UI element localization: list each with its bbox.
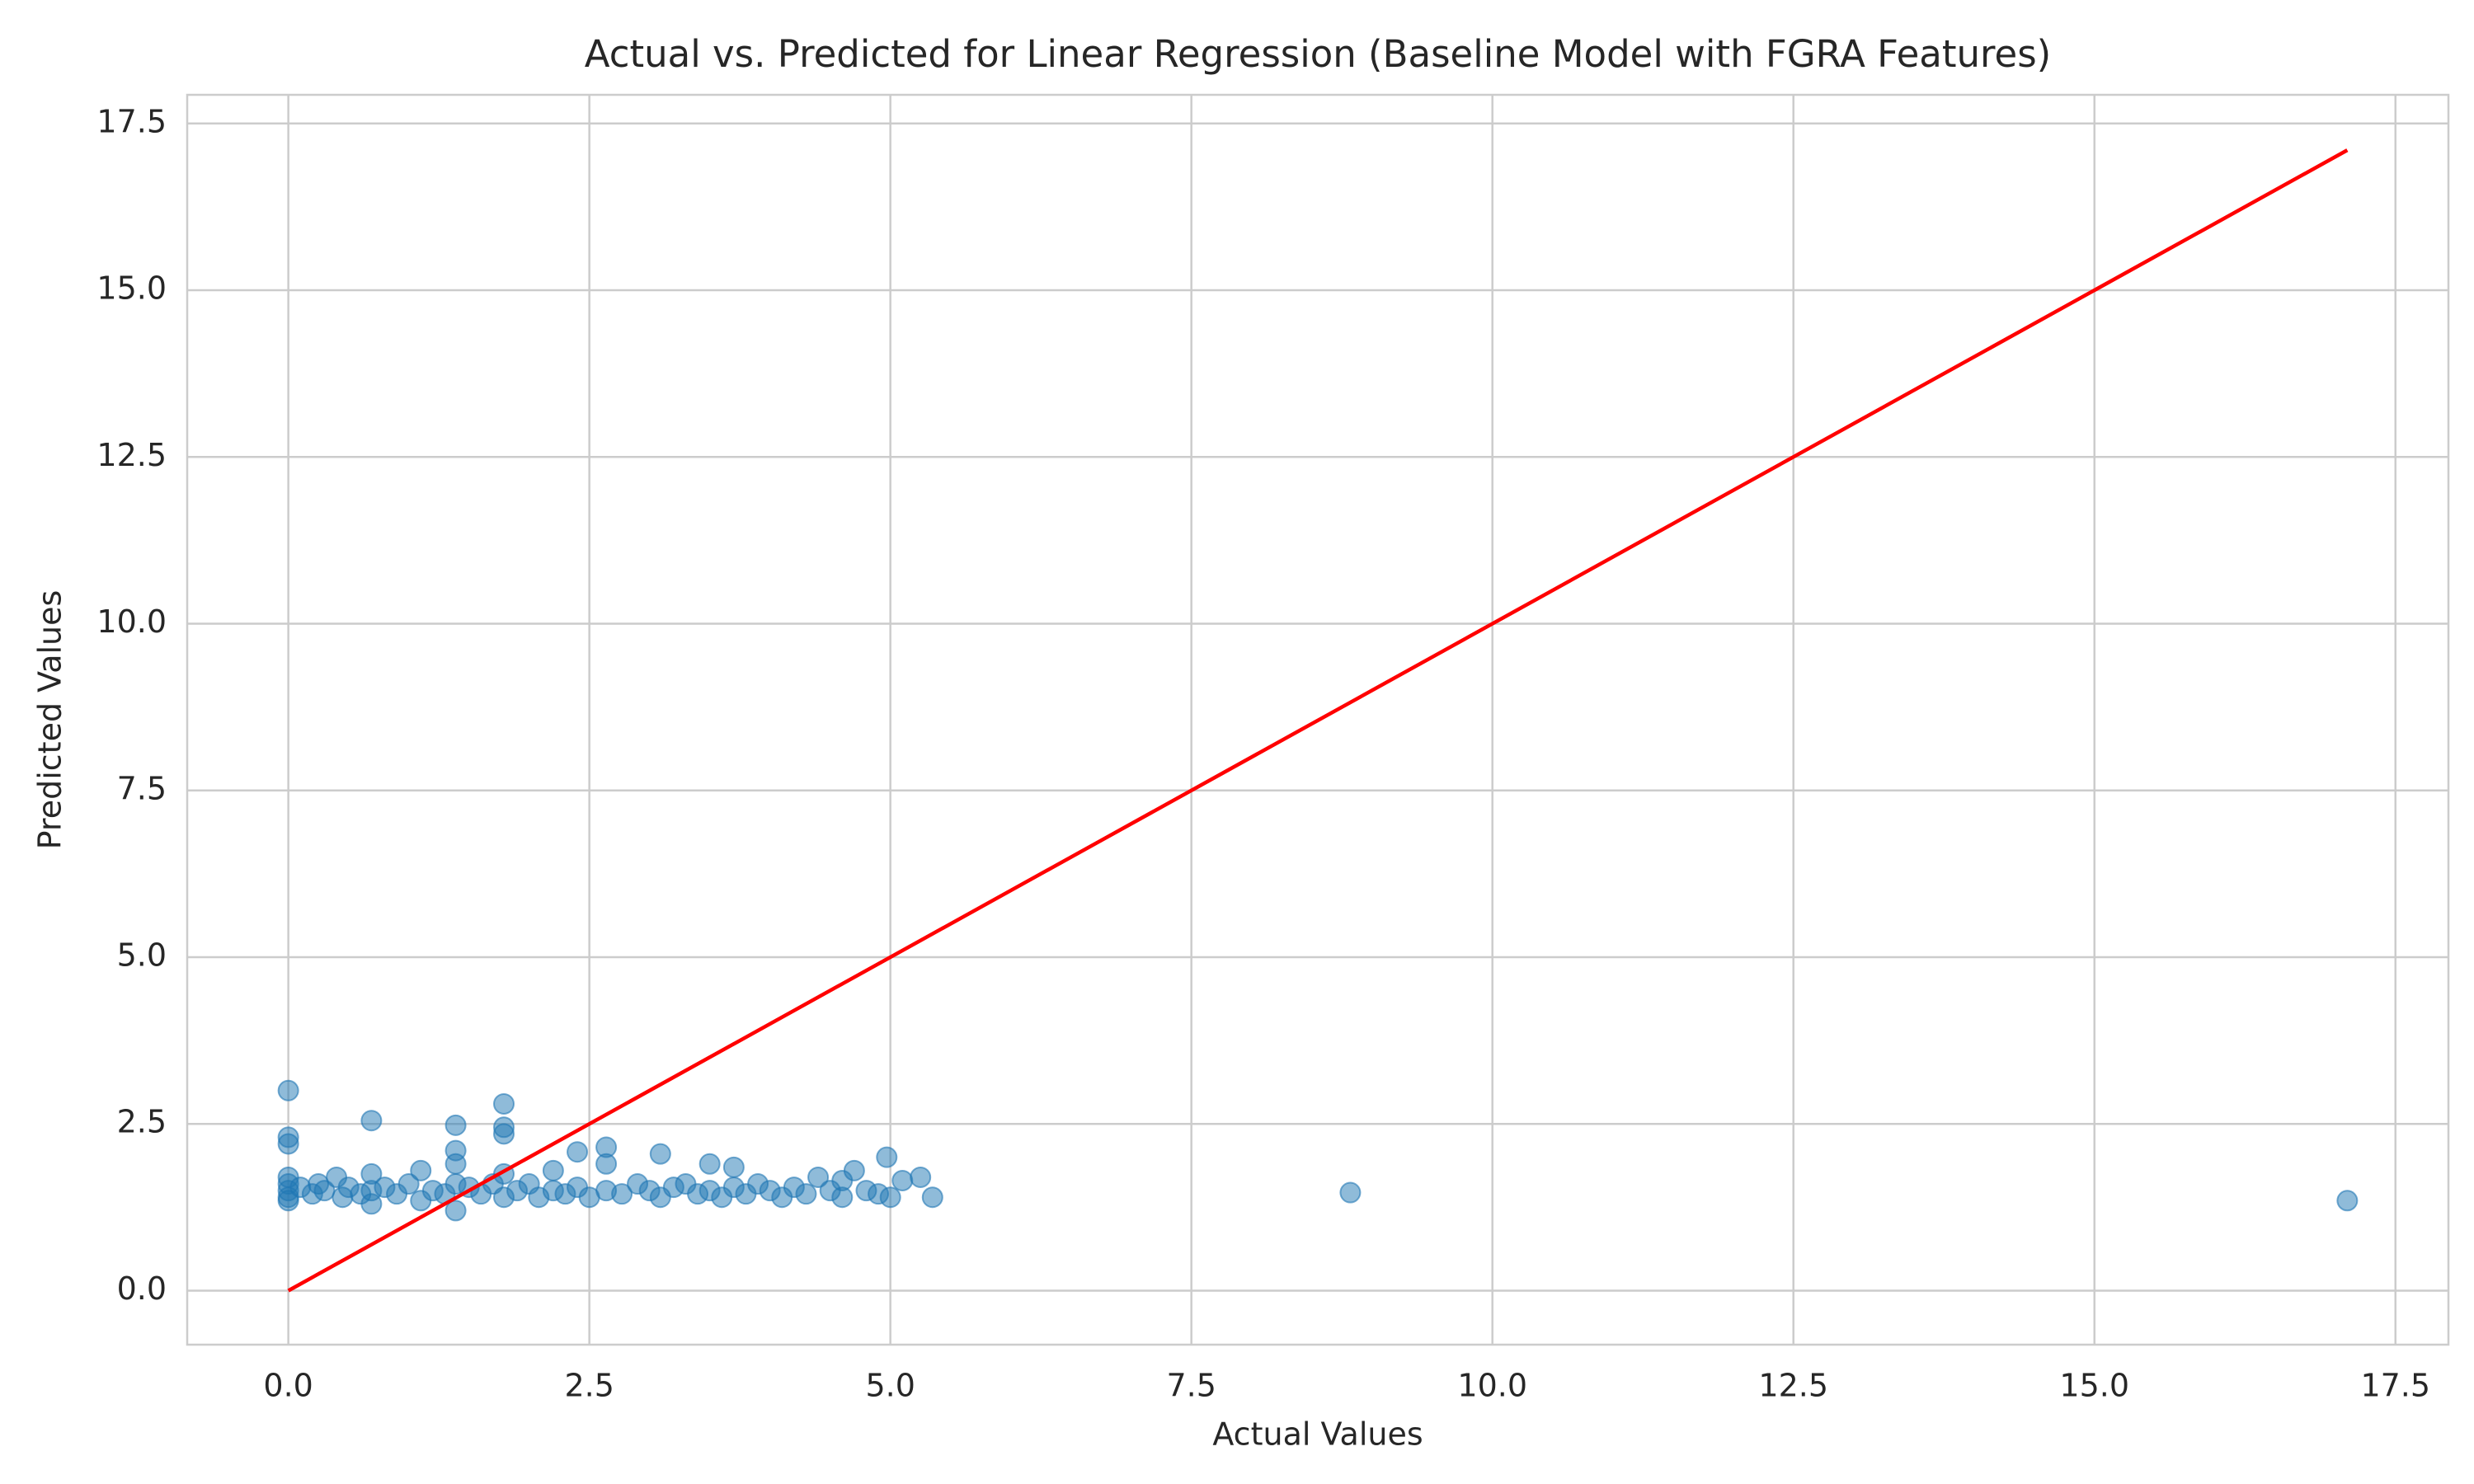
point — [879, 1186, 901, 1209]
y-tick-label: 17.5 — [96, 103, 167, 139]
y-axis-label: Predicted Values — [32, 590, 68, 850]
y-tick-label: 2.5 — [117, 1104, 167, 1140]
point — [1339, 1181, 1362, 1204]
point — [360, 1110, 383, 1132]
point — [492, 1116, 515, 1139]
x-tick-label: 2.5 — [564, 1368, 614, 1404]
point — [277, 1190, 299, 1212]
point — [444, 1139, 467, 1162]
point — [649, 1143, 671, 1165]
x-axis-label: Actual Values — [1212, 1416, 1423, 1453]
point — [795, 1183, 817, 1205]
x-tick-label: 12.5 — [1758, 1368, 1828, 1404]
reference-line — [287, 148, 2349, 1293]
y-tick-label: 5.0 — [117, 937, 167, 973]
point — [397, 1173, 420, 1195]
point — [444, 1200, 467, 1222]
point — [277, 1126, 299, 1148]
point — [722, 1156, 745, 1178]
y-tick-label: 7.5 — [117, 770, 167, 806]
point — [698, 1153, 721, 1175]
point — [611, 1183, 633, 1205]
x-tick-label: 10.0 — [1457, 1368, 1527, 1404]
point — [876, 1146, 898, 1168]
point — [567, 1141, 589, 1163]
point — [910, 1166, 932, 1188]
point — [843, 1159, 865, 1181]
point — [410, 1159, 432, 1181]
x-tick-label: 0.0 — [263, 1368, 313, 1404]
point — [492, 1092, 515, 1115]
chart-title: Actual vs. Predicted for Linear Regressi… — [585, 32, 2051, 76]
point — [277, 1079, 299, 1101]
x-tick-label: 7.5 — [1166, 1368, 1216, 1404]
point — [360, 1162, 383, 1185]
point — [807, 1166, 830, 1188]
x-tick-label: 15.0 — [2059, 1368, 2129, 1404]
y-tick-label: 0.0 — [117, 1270, 167, 1307]
point — [542, 1159, 564, 1181]
point — [2336, 1190, 2359, 1212]
y-tick-label: 15.0 — [96, 270, 167, 307]
point — [595, 1136, 618, 1158]
point — [444, 1114, 467, 1136]
x-tick-label: 17.5 — [2360, 1368, 2430, 1404]
y-tick-label: 12.5 — [96, 437, 167, 473]
point — [891, 1169, 914, 1191]
point — [921, 1186, 943, 1209]
x-tick-label: 5.0 — [865, 1368, 915, 1404]
y-tick-label: 10.0 — [96, 603, 167, 640]
